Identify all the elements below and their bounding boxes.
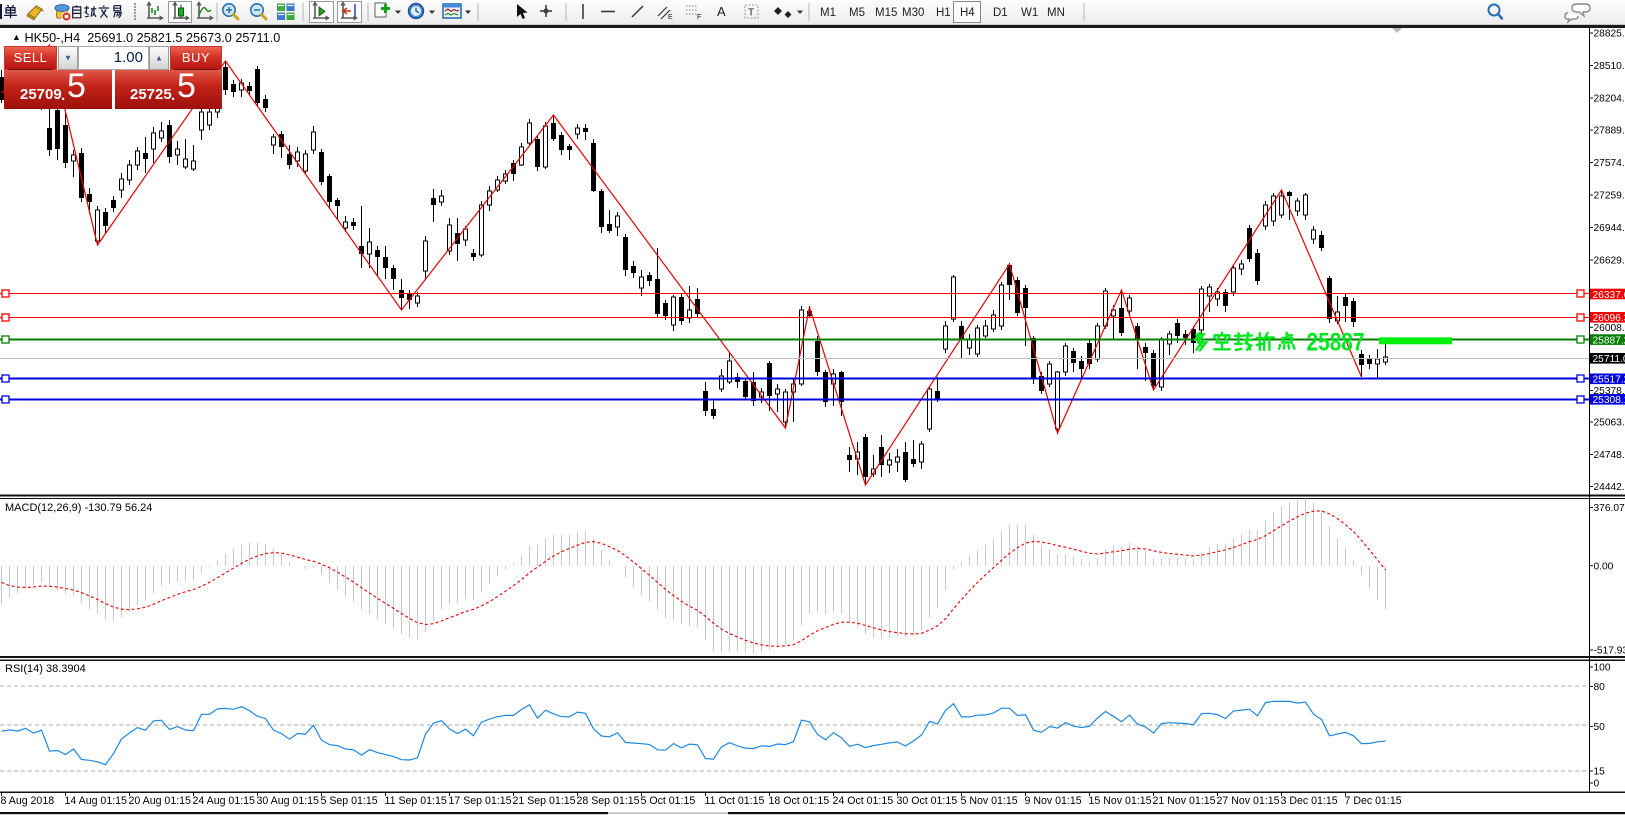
svg-text:MACD(12,26,9) -130.79 56.24: MACD(12,26,9) -130.79 56.24 [5, 502, 152, 514]
svg-text:24 Oct 01:15: 24 Oct 01:15 [833, 795, 894, 807]
svg-text:27259.0: 27259.0 [1594, 191, 1625, 202]
svg-text:-517.93: -517.93 [1594, 646, 1625, 657]
svg-text:26096.3: 26096.3 [1593, 313, 1625, 324]
svg-text:25063.0: 25063.0 [1594, 418, 1625, 429]
svg-text:17 Sep 01:15: 17 Sep 01:15 [449, 795, 512, 807]
svg-text:3 Dec 01:15: 3 Dec 01:15 [1281, 795, 1338, 807]
svg-text:30 Aug 01:15: 30 Aug 01:15 [257, 795, 320, 807]
svg-text:26629.0: 26629.0 [1594, 256, 1625, 267]
svg-text:80: 80 [1594, 682, 1606, 693]
svg-text:21 Sep 01:15: 21 Sep 01:15 [513, 795, 576, 807]
svg-text:M1: M1 [820, 7, 836, 19]
svg-text:26337.6: 26337.6 [1593, 290, 1625, 301]
svg-text:W1: W1 [1021, 7, 1038, 19]
svg-text:18 Oct 01:15: 18 Oct 01:15 [769, 795, 830, 807]
svg-text:9 Nov 01:15: 9 Nov 01:15 [1025, 795, 1082, 807]
svg-text:28825.0: 28825.0 [1594, 29, 1625, 40]
svg-text:M5: M5 [849, 7, 865, 19]
svg-text:14 Aug 01:15: 14 Aug 01:15 [65, 795, 128, 807]
svg-text:RSI(14) 38.3904: RSI(14) 38.3904 [5, 663, 86, 675]
svg-text:26008.0: 26008.0 [1594, 323, 1625, 334]
svg-text:30 Oct 01:15: 30 Oct 01:15 [897, 795, 958, 807]
svg-text:25887: 25887 [1307, 329, 1365, 357]
svg-text:5 Oct 01:15: 5 Oct 01:15 [641, 795, 696, 807]
svg-text:0.00: 0.00 [1594, 561, 1614, 572]
svg-text:50: 50 [1594, 722, 1606, 733]
svg-text:27 Nov 01:15: 27 Nov 01:15 [1217, 795, 1280, 807]
svg-text:24 Aug 01:15: 24 Aug 01:15 [193, 795, 256, 807]
svg-text:MN: MN [1047, 7, 1065, 19]
svg-text:28204.0: 28204.0 [1594, 94, 1625, 105]
svg-text:26944.0: 26944.0 [1594, 223, 1625, 234]
svg-text:7 Dec 01:15: 7 Dec 01:15 [1345, 795, 1402, 807]
svg-text:5 Nov 01:15: 5 Nov 01:15 [961, 795, 1018, 807]
svg-text:20 Aug 01:15: 20 Aug 01:15 [129, 795, 192, 807]
svg-text:25711.0: 25711.0 [1593, 354, 1625, 365]
svg-text:24442.0: 24442.0 [1594, 482, 1625, 493]
svg-text:M15: M15 [875, 7, 897, 19]
svg-text:15 Nov 01:15: 15 Nov 01:15 [1089, 795, 1152, 807]
svg-text:15: 15 [1594, 767, 1606, 778]
svg-text:28 Sep 01:15: 28 Sep 01:15 [577, 795, 640, 807]
svg-text:25517.2: 25517.2 [1593, 375, 1625, 386]
svg-text:11 Sep 01:15: 11 Sep 01:15 [385, 795, 447, 807]
svg-text:8 Aug 2018: 8 Aug 2018 [1, 795, 55, 807]
svg-text:D1: D1 [993, 7, 1008, 19]
svg-text:H1: H1 [936, 7, 951, 19]
svg-text:11 Oct 01:15: 11 Oct 01:15 [705, 795, 765, 807]
svg-text:28510.0: 28510.0 [1594, 61, 1625, 72]
svg-text:24748.0: 24748.0 [1594, 450, 1625, 461]
svg-text:A: A [717, 4, 726, 19]
svg-text:25308.1: 25308.1 [1593, 395, 1625, 406]
svg-text:27574.0: 27574.0 [1594, 158, 1625, 169]
svg-text:M30: M30 [902, 7, 924, 19]
svg-text:5 Sep 01:15: 5 Sep 01:15 [321, 795, 378, 807]
svg-text:H4: H4 [960, 7, 975, 19]
svg-text:100: 100 [1594, 663, 1611, 674]
svg-text:T: T [748, 8, 754, 19]
svg-text:27889.0: 27889.0 [1594, 126, 1625, 137]
svg-text:F: F [697, 14, 701, 21]
svg-text:25887.2: 25887.2 [1593, 335, 1625, 346]
svg-text:21 Nov 01:15: 21 Nov 01:15 [1153, 795, 1216, 807]
svg-text:E: E [668, 14, 673, 21]
svg-text:25378.0: 25378.0 [1594, 386, 1625, 397]
svg-text:376.07: 376.07 [1594, 503, 1625, 514]
svg-text:0: 0 [1594, 779, 1600, 790]
